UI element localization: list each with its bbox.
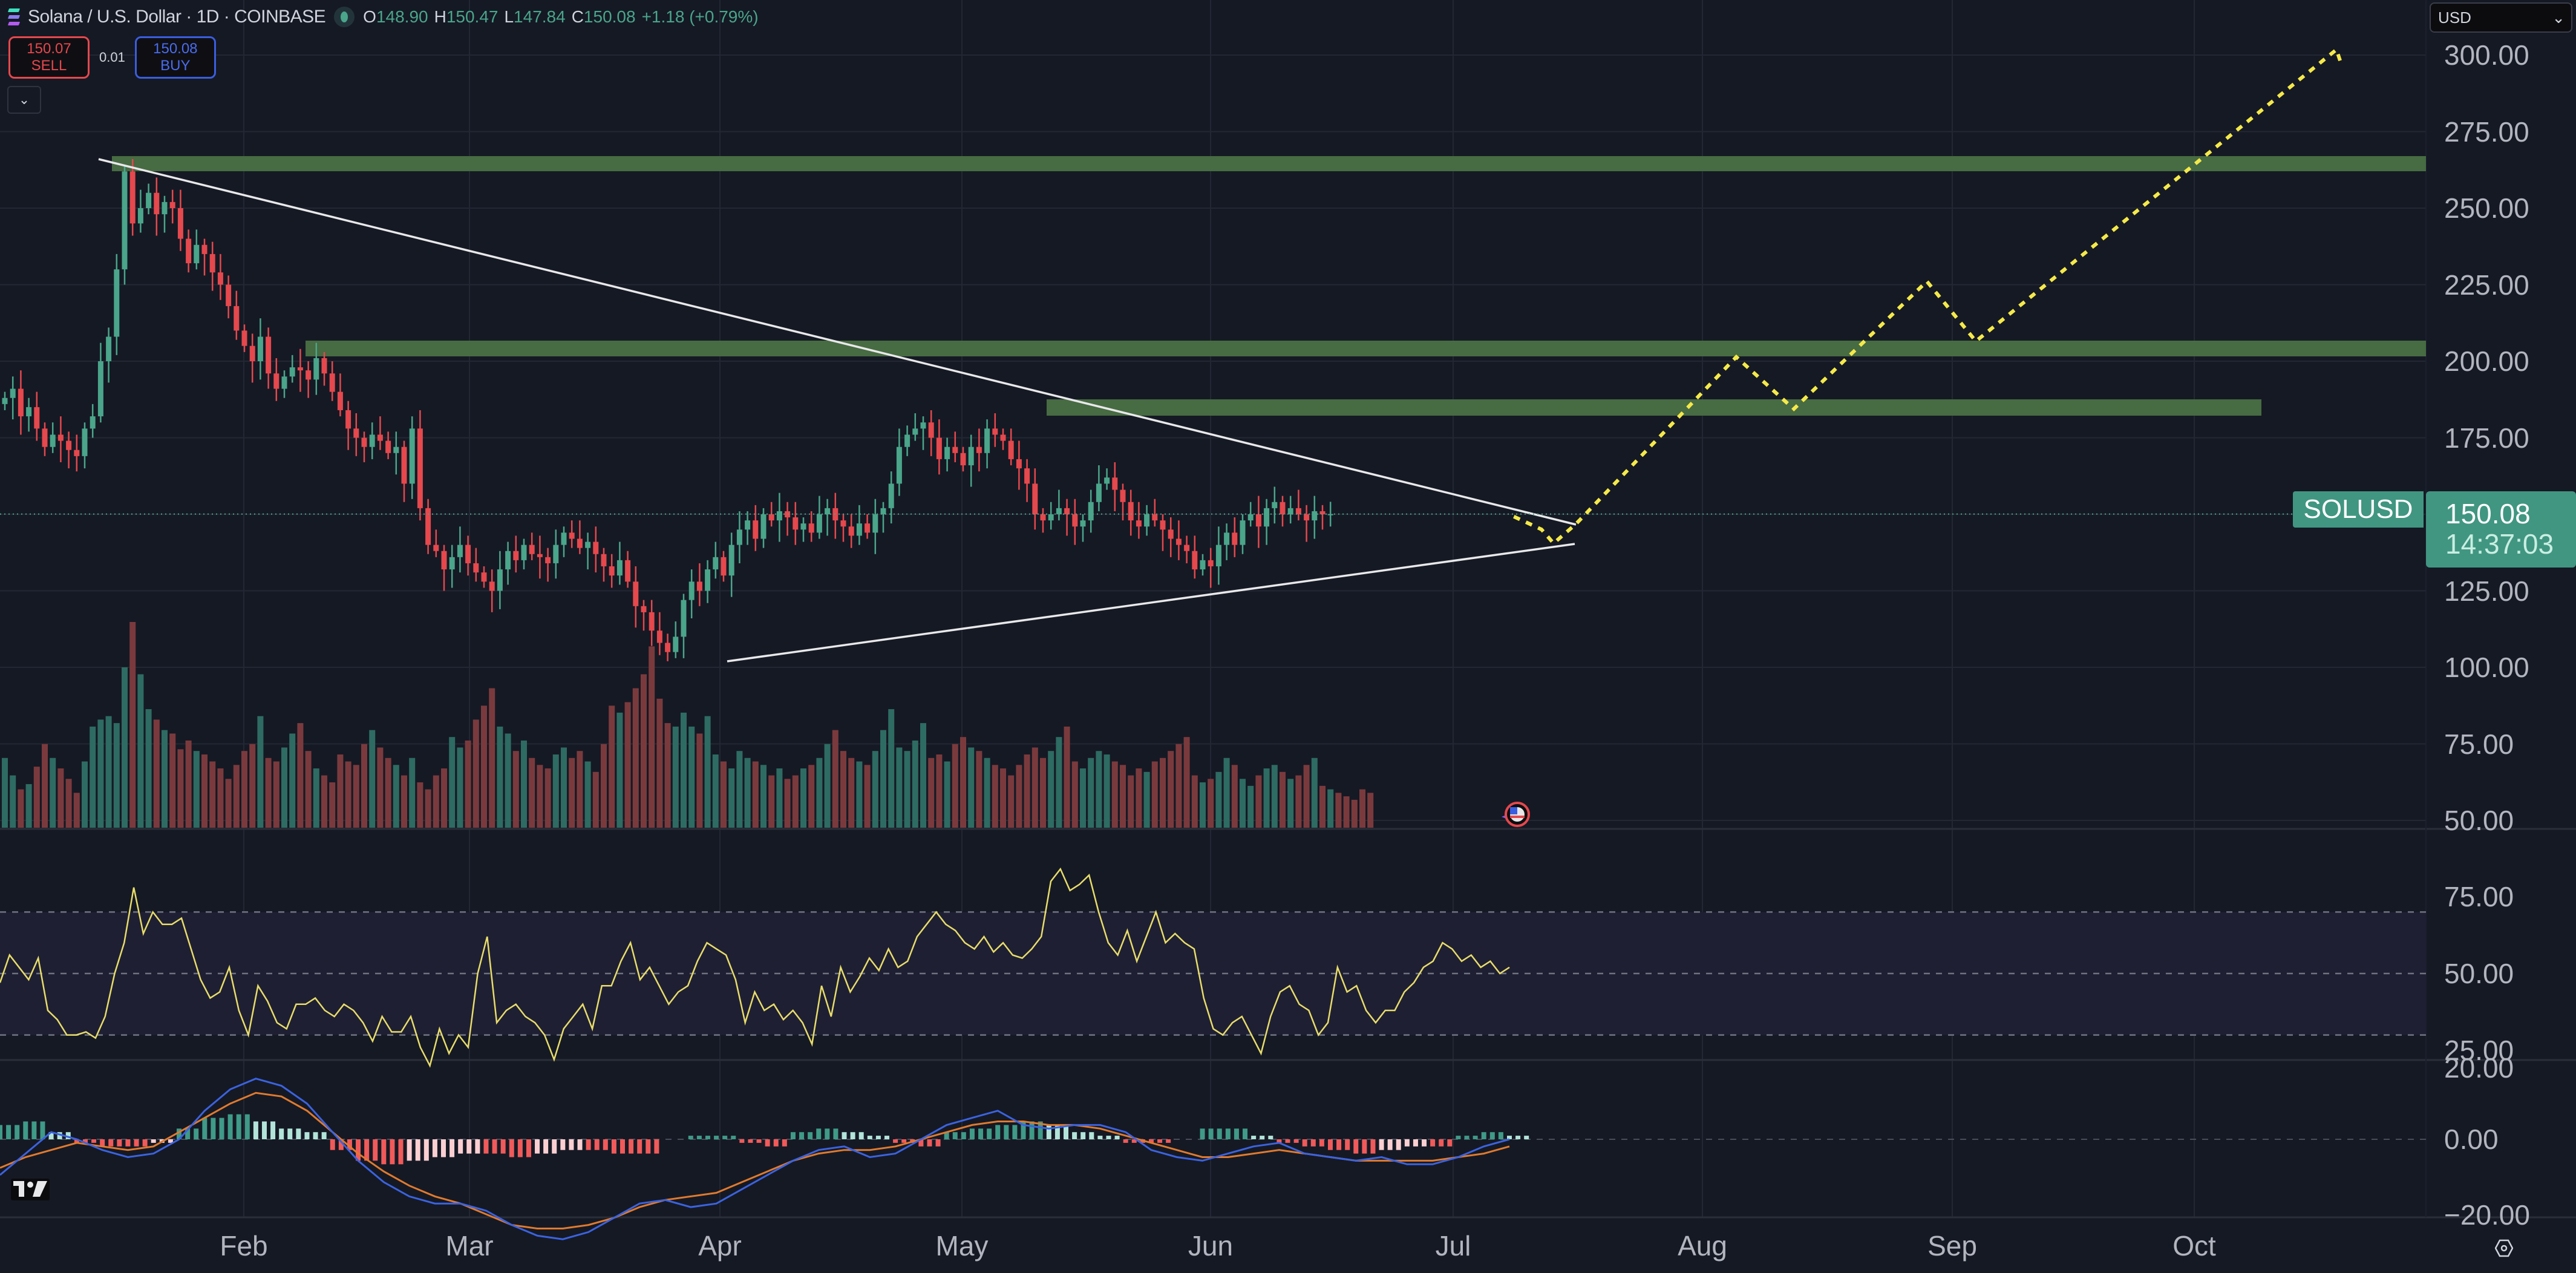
- month-tick: Mar: [445, 1230, 494, 1262]
- solana-logo-icon: [7, 8, 21, 25]
- price-tick: 225.00: [2444, 269, 2529, 301]
- low-value: 147.84: [514, 7, 566, 26]
- month-tick: Feb: [220, 1230, 268, 1262]
- zone-resistance-265: [112, 156, 2426, 171]
- price-tick: 250.00: [2444, 192, 2529, 224]
- price-tick: 300.00: [2444, 39, 2529, 71]
- last-price: 150.08: [2445, 498, 2531, 529]
- ohlc-values: O148.90 H150.47 L147.84 C150.08 +1.18 (+…: [363, 7, 758, 27]
- sell-button[interactable]: 150.07 SELL: [8, 36, 90, 79]
- price-tick: 125.00: [2444, 575, 2529, 607]
- bar-countdown: 14:37:03: [2445, 528, 2554, 560]
- last-price-tag: 150.08 14:37:03: [2426, 491, 2576, 568]
- month-tick: May: [935, 1230, 989, 1262]
- price-tick: 200.00: [2444, 345, 2529, 377]
- low-key: L: [504, 7, 514, 26]
- month-tick: Jun: [1188, 1230, 1234, 1262]
- candles: [2, 159, 1333, 661]
- month-tick: Oct: [2172, 1230, 2216, 1262]
- price-tick: 75.00: [2444, 728, 2514, 760]
- symbol-legend: Solana / U.S. Dollar · 1D · COINBASE O14…: [7, 5, 759, 29]
- price-tick: 100.00: [2444, 652, 2529, 683]
- price-tick: 275.00: [2444, 116, 2529, 148]
- month-tick: Sep: [1927, 1230, 1977, 1262]
- rsi-line: [0, 867, 1510, 1068]
- sell-price: 150.07: [27, 41, 71, 57]
- quick-trade-panel: 150.07 SELL 0.01 150.08 BUY: [8, 36, 216, 79]
- projection-path: [1513, 46, 2345, 546]
- high-key: H: [434, 7, 446, 26]
- price-tick: 50.00: [2444, 805, 2514, 836]
- open-value: 148.90: [376, 7, 428, 26]
- sell-label: SELL: [31, 57, 67, 74]
- macd-signal-line: [0, 1091, 1510, 1229]
- macd-tick: 20.00: [2444, 1052, 2514, 1084]
- macd-tick: −20.00: [2444, 1199, 2530, 1231]
- buy-label: BUY: [160, 57, 191, 74]
- symbol-title[interactable]: Solana / U.S. Dollar · 1D · COINBASE: [28, 7, 326, 27]
- open-key: O: [363, 7, 376, 26]
- currency-value: USD: [2438, 8, 2471, 27]
- price-change: +1.18 (+0.79%): [641, 7, 759, 26]
- us-flag-economic-event-icon: [1502, 802, 1530, 827]
- rsi-tick: 25.00: [2444, 1035, 2514, 1066]
- close-key: C: [571, 7, 584, 26]
- month-tick: Apr: [698, 1230, 742, 1262]
- high-value: 150.47: [446, 7, 499, 26]
- symbol-price-label: SOLUSD: [2293, 491, 2424, 528]
- zone-resistance-185: [1047, 399, 2261, 416]
- buy-button[interactable]: 150.08 BUY: [134, 36, 216, 79]
- rsi-tick: 75.00: [2444, 881, 2514, 912]
- gear-settings-icon[interactable]: [2495, 1239, 2513, 1257]
- trendline-ascending-support: [727, 543, 1575, 663]
- close-value: 150.08: [583, 7, 636, 26]
- collapse-legend-button[interactable]: ⌄: [7, 86, 41, 114]
- currency-select[interactable]: USD ⌄: [2430, 2, 2572, 33]
- price-tick: 175.00: [2444, 422, 2529, 454]
- spread-value: 0.01: [99, 50, 125, 65]
- chevron-down-icon: ⌄: [18, 92, 30, 107]
- month-tick: Jul: [1435, 1230, 1471, 1262]
- chevron-down-icon: ⌄: [2552, 8, 2565, 27]
- rsi-tick: 50.00: [2444, 958, 2514, 989]
- trendline-descending-resistance: [98, 158, 1577, 526]
- buy-price: 150.08: [153, 41, 198, 57]
- macd-line: [0, 1078, 1510, 1240]
- zone-resistance-203: [306, 341, 2426, 356]
- market-open-dot-icon[interactable]: [334, 7, 355, 27]
- tradingview-logo-icon[interactable]: [11, 1179, 50, 1200]
- volume-bars: [2, 622, 1374, 828]
- month-tick: Aug: [1678, 1230, 1727, 1262]
- macd-tick: 0.00: [2444, 1124, 2499, 1155]
